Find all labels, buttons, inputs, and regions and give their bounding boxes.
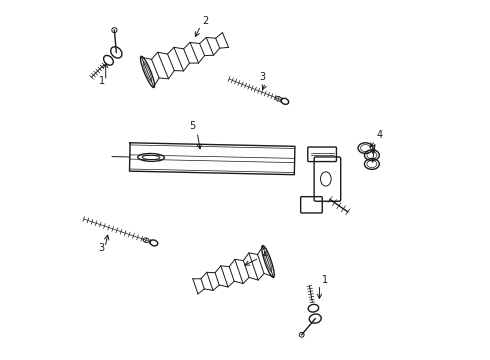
- Text: 5: 5: [189, 121, 195, 131]
- Text: 4: 4: [377, 130, 383, 140]
- Text: 2: 2: [261, 248, 267, 258]
- Text: 3: 3: [98, 243, 104, 253]
- Text: 1: 1: [322, 275, 328, 285]
- Text: 1: 1: [99, 76, 105, 86]
- Text: 2: 2: [202, 16, 209, 26]
- Text: 3: 3: [259, 72, 265, 82]
